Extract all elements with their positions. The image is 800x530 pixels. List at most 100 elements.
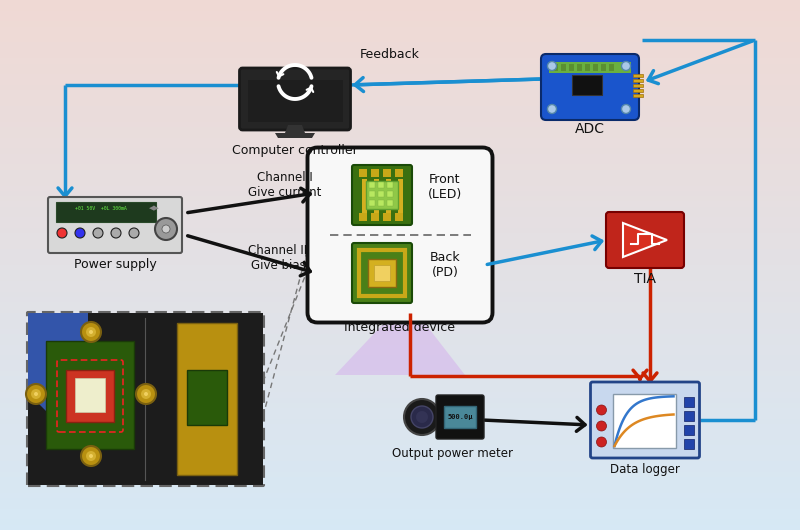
Bar xyxy=(444,406,476,428)
Bar xyxy=(0,440,800,445)
Bar xyxy=(0,419,800,424)
Bar xyxy=(369,191,375,197)
Circle shape xyxy=(411,406,433,428)
Bar xyxy=(0,355,800,360)
Bar xyxy=(0,260,800,265)
Bar xyxy=(0,32,800,37)
Bar xyxy=(0,313,800,318)
Bar xyxy=(383,213,391,221)
Circle shape xyxy=(129,228,139,238)
Polygon shape xyxy=(335,314,465,375)
Circle shape xyxy=(86,451,96,461)
Bar xyxy=(0,238,800,244)
Bar xyxy=(386,179,391,213)
Bar xyxy=(0,223,800,228)
Bar xyxy=(371,169,379,177)
Bar xyxy=(0,456,800,461)
Bar xyxy=(0,175,800,180)
Bar xyxy=(368,259,396,287)
Bar xyxy=(633,79,643,82)
Text: Channel I
Give current: Channel I Give current xyxy=(248,171,322,199)
Bar xyxy=(0,244,800,249)
Bar xyxy=(0,392,800,398)
Text: Front
(LED): Front (LED) xyxy=(428,173,462,201)
Bar xyxy=(0,403,800,408)
Text: Data logger: Data logger xyxy=(610,463,680,476)
Bar xyxy=(0,360,800,366)
FancyBboxPatch shape xyxy=(239,68,350,130)
Circle shape xyxy=(155,218,177,240)
Bar xyxy=(0,498,800,504)
Bar xyxy=(395,169,403,177)
Bar xyxy=(0,217,800,223)
Bar xyxy=(633,84,643,87)
Bar xyxy=(0,472,800,477)
Bar xyxy=(561,64,566,71)
Bar xyxy=(593,64,598,71)
Bar xyxy=(0,233,800,238)
Bar xyxy=(0,196,800,201)
Bar xyxy=(383,169,391,177)
Bar xyxy=(0,69,800,74)
Text: Computer controller: Computer controller xyxy=(232,144,358,157)
Bar xyxy=(613,394,675,448)
Bar xyxy=(0,106,800,111)
FancyBboxPatch shape xyxy=(352,243,412,303)
Bar xyxy=(378,182,384,188)
Circle shape xyxy=(57,228,67,238)
Circle shape xyxy=(144,392,148,396)
Bar xyxy=(187,370,227,425)
Circle shape xyxy=(89,330,93,334)
Bar xyxy=(0,132,800,138)
Bar xyxy=(0,58,800,64)
Bar xyxy=(0,95,800,101)
Circle shape xyxy=(111,228,121,238)
Bar xyxy=(75,378,105,412)
Bar xyxy=(0,276,800,281)
Bar xyxy=(387,182,393,188)
Bar xyxy=(0,461,800,466)
Bar xyxy=(0,297,800,302)
FancyBboxPatch shape xyxy=(606,212,684,268)
Bar xyxy=(0,371,800,376)
Bar xyxy=(0,509,800,514)
Circle shape xyxy=(86,327,96,337)
Bar xyxy=(0,254,800,260)
Bar xyxy=(0,286,800,292)
Bar xyxy=(398,179,403,213)
Bar xyxy=(0,382,800,387)
Bar xyxy=(0,329,800,334)
Bar xyxy=(0,525,800,530)
Bar xyxy=(0,344,800,350)
Bar xyxy=(359,250,405,296)
Bar xyxy=(371,213,379,221)
Bar xyxy=(0,281,800,286)
FancyBboxPatch shape xyxy=(352,165,412,225)
Circle shape xyxy=(89,454,93,458)
Bar xyxy=(0,302,800,307)
Bar xyxy=(0,435,800,440)
Polygon shape xyxy=(275,133,315,138)
Bar xyxy=(378,200,384,206)
Text: TIA: TIA xyxy=(634,272,656,286)
Bar xyxy=(0,42,800,48)
Text: Integrated device: Integrated device xyxy=(345,321,455,333)
Bar xyxy=(0,21,800,26)
Text: ◀▶: ◀▶ xyxy=(149,205,159,211)
Text: Power supply: Power supply xyxy=(74,258,156,271)
Bar xyxy=(0,519,800,525)
Bar xyxy=(0,387,800,392)
Circle shape xyxy=(93,228,103,238)
Bar xyxy=(549,62,631,73)
Bar xyxy=(633,74,643,77)
Circle shape xyxy=(26,384,46,404)
Bar xyxy=(0,148,800,154)
Circle shape xyxy=(141,389,151,399)
Bar xyxy=(0,323,800,329)
Circle shape xyxy=(597,405,606,415)
Bar xyxy=(0,117,800,122)
Bar xyxy=(0,5,800,11)
FancyBboxPatch shape xyxy=(436,395,484,439)
Bar xyxy=(0,143,800,148)
Circle shape xyxy=(81,322,101,342)
